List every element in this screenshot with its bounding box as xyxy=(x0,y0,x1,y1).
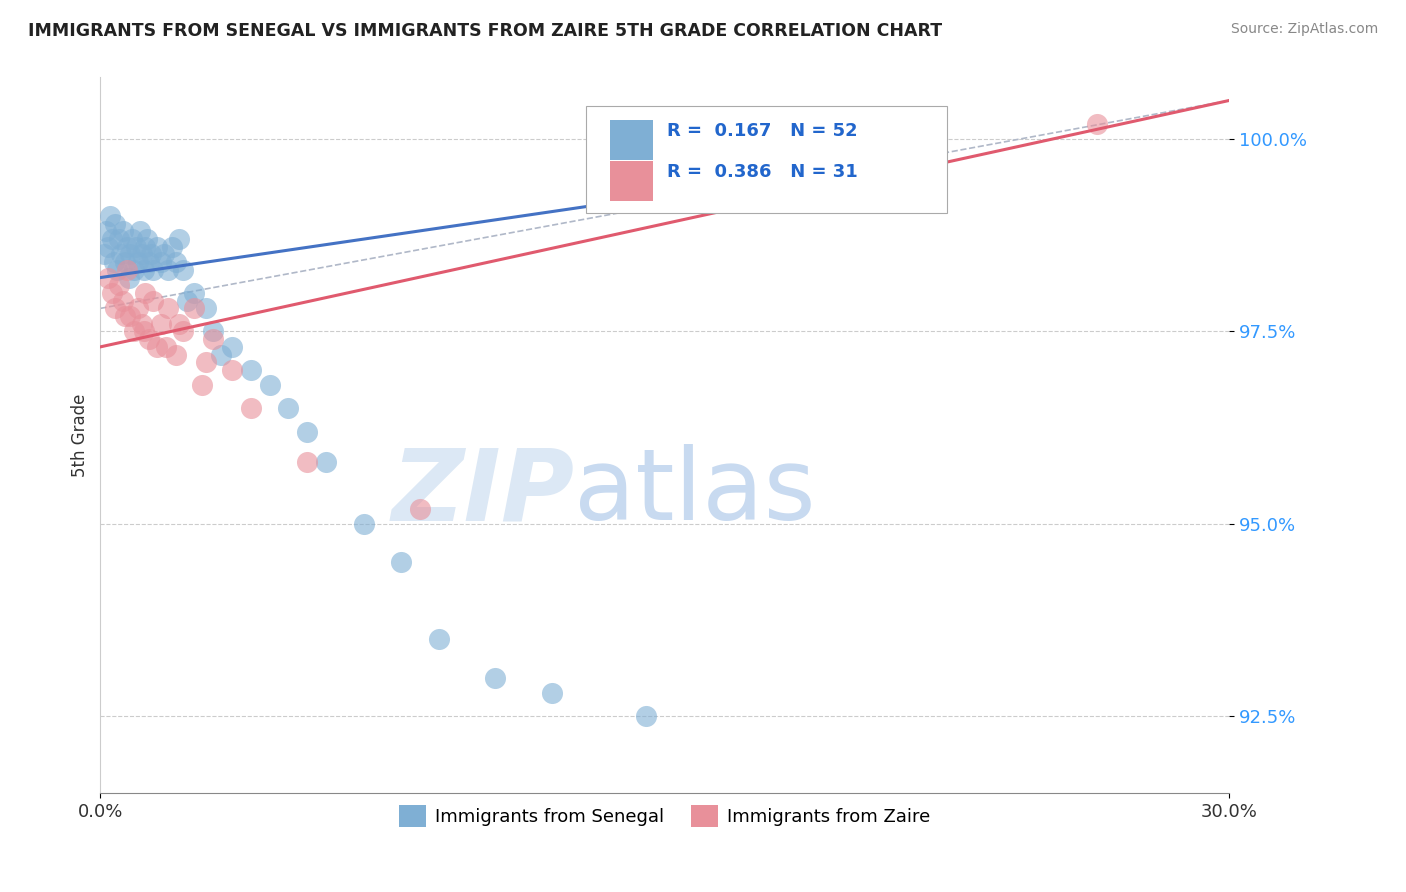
Point xyxy=(172,263,194,277)
Point xyxy=(157,301,180,316)
Point xyxy=(115,240,138,254)
Point xyxy=(427,632,450,647)
Point xyxy=(146,240,169,254)
Point xyxy=(138,255,160,269)
Point xyxy=(297,425,319,439)
Point xyxy=(108,232,131,246)
Point xyxy=(94,224,117,238)
Point xyxy=(111,224,134,238)
Point xyxy=(117,270,139,285)
Point xyxy=(122,325,145,339)
Point xyxy=(105,263,128,277)
Point xyxy=(149,317,172,331)
Point xyxy=(484,671,506,685)
Text: R =  0.386   N = 31: R = 0.386 N = 31 xyxy=(666,163,858,181)
Point xyxy=(209,347,232,361)
Point xyxy=(183,285,205,300)
Point xyxy=(131,247,153,261)
Point xyxy=(409,501,432,516)
Point xyxy=(111,293,134,308)
Point xyxy=(540,686,562,700)
Point xyxy=(157,263,180,277)
Point xyxy=(353,516,375,531)
Point xyxy=(142,293,165,308)
Point xyxy=(1085,117,1108,131)
Point xyxy=(100,285,122,300)
Text: atlas: atlas xyxy=(574,444,815,541)
Point xyxy=(138,332,160,346)
Point xyxy=(165,347,187,361)
Point xyxy=(93,247,115,261)
Point xyxy=(132,325,155,339)
Point xyxy=(108,278,131,293)
Text: ZIP: ZIP xyxy=(391,444,574,541)
Point xyxy=(103,255,125,269)
Point xyxy=(191,378,214,392)
Point xyxy=(221,340,243,354)
Point xyxy=(128,224,150,238)
Point xyxy=(134,285,156,300)
Point xyxy=(121,232,143,246)
Point xyxy=(132,263,155,277)
Point xyxy=(139,247,162,261)
Point xyxy=(120,247,142,261)
Point xyxy=(172,325,194,339)
Point xyxy=(183,301,205,316)
Point xyxy=(122,263,145,277)
Text: R =  0.167   N = 52: R = 0.167 N = 52 xyxy=(666,122,858,140)
FancyBboxPatch shape xyxy=(586,106,946,213)
Point xyxy=(169,232,191,246)
Bar xyxy=(610,161,654,201)
Point xyxy=(98,209,121,223)
Point xyxy=(127,255,149,269)
Point xyxy=(160,240,183,254)
Point xyxy=(131,317,153,331)
Point xyxy=(97,240,120,254)
Legend: Immigrants from Senegal, Immigrants from Zaire: Immigrants from Senegal, Immigrants from… xyxy=(392,798,938,834)
Point xyxy=(114,309,136,323)
Point xyxy=(153,247,176,261)
Point xyxy=(277,401,299,416)
Point xyxy=(155,340,177,354)
Text: IMMIGRANTS FROM SENEGAL VS IMMIGRANTS FROM ZAIRE 5TH GRADE CORRELATION CHART: IMMIGRANTS FROM SENEGAL VS IMMIGRANTS FR… xyxy=(28,22,942,40)
Point xyxy=(194,355,217,369)
Point xyxy=(120,309,142,323)
Point xyxy=(239,363,262,377)
Point xyxy=(634,709,657,723)
Y-axis label: 5th Grade: 5th Grade xyxy=(72,393,89,477)
Text: Source: ZipAtlas.com: Source: ZipAtlas.com xyxy=(1230,22,1378,37)
Point xyxy=(315,455,337,469)
Point xyxy=(389,556,412,570)
Point xyxy=(125,240,148,254)
Point xyxy=(136,232,159,246)
Point xyxy=(104,217,127,231)
Point xyxy=(100,232,122,246)
Point xyxy=(259,378,281,392)
Point xyxy=(110,247,132,261)
Bar xyxy=(610,120,654,160)
Point xyxy=(142,263,165,277)
Point xyxy=(97,270,120,285)
Point xyxy=(202,332,225,346)
Point xyxy=(104,301,127,316)
Point xyxy=(114,255,136,269)
Point xyxy=(146,340,169,354)
Point xyxy=(134,240,156,254)
Point xyxy=(169,317,191,331)
Point xyxy=(297,455,319,469)
Point xyxy=(115,263,138,277)
Point xyxy=(176,293,198,308)
Point xyxy=(127,301,149,316)
Point xyxy=(202,325,225,339)
Point xyxy=(239,401,262,416)
Point xyxy=(149,255,172,269)
Point xyxy=(194,301,217,316)
Point xyxy=(165,255,187,269)
Point xyxy=(221,363,243,377)
